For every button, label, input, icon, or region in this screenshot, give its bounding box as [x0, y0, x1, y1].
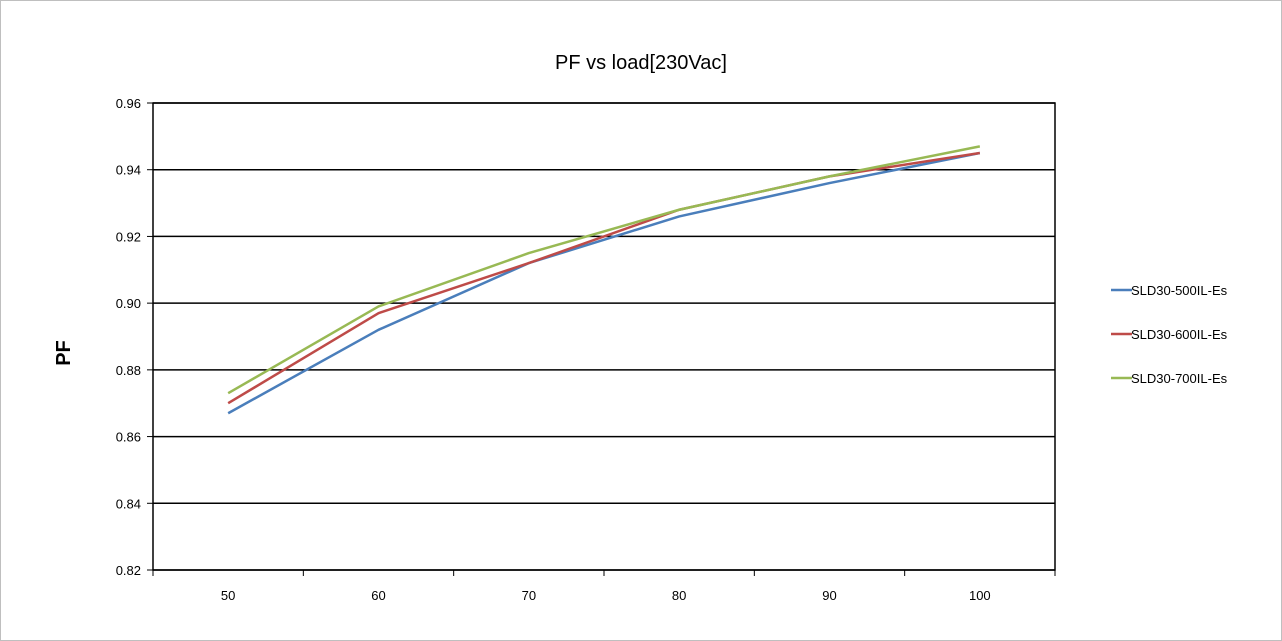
legend-label: SLD30-700IL-Es — [1131, 371, 1228, 386]
y-axis-label: PF — [53, 340, 75, 366]
x-tick-label: 90 — [822, 588, 836, 603]
legend-label: SLD30-500IL-Es — [1131, 283, 1228, 298]
y-tick-label: 0.90 — [116, 296, 141, 311]
series-line-3 — [227, 145, 981, 395]
y-tick-label: 0.88 — [116, 363, 141, 378]
x-tick-label: 80 — [672, 588, 686, 603]
y-tick-label: 0.94 — [116, 163, 141, 178]
chart-title: PF vs load[230Vac] — [555, 52, 727, 74]
plot-area — [152, 102, 1056, 571]
y-tick-label: 0.92 — [116, 229, 141, 244]
legend-label: SLD30-600IL-Es — [1131, 327, 1228, 342]
x-tick-label: 60 — [371, 588, 385, 603]
x-tick-label: 70 — [522, 588, 536, 603]
y-tick-label: 0.84 — [116, 496, 141, 511]
y-tick-label: 0.86 — [116, 430, 141, 445]
series-line-2 — [227, 151, 981, 405]
y-tick-label: 0.96 — [116, 96, 141, 111]
y-tick-label: 0.82 — [116, 563, 141, 578]
series-line-1 — [227, 151, 981, 415]
x-tick-label: 100 — [969, 588, 991, 603]
x-tick-label: 50 — [221, 588, 235, 603]
